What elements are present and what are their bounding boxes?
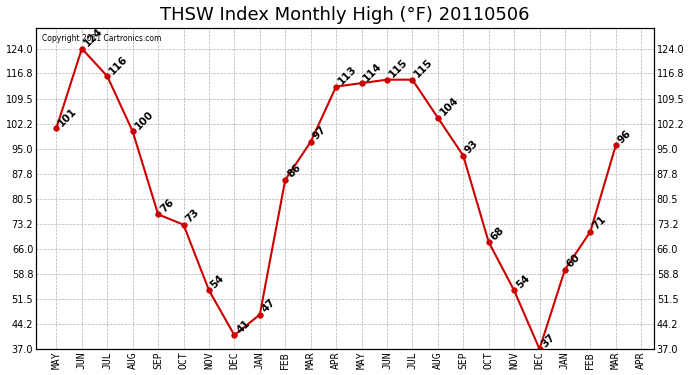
Text: 41: 41 [235, 318, 252, 335]
Text: 54: 54 [209, 273, 226, 290]
Text: 115: 115 [413, 57, 435, 80]
Text: 97: 97 [310, 124, 328, 142]
Text: 114: 114 [362, 61, 384, 83]
Text: Copyright 2011 Cartronics.com: Copyright 2011 Cartronics.com [42, 34, 161, 43]
Text: 60: 60 [565, 252, 582, 270]
Text: 68: 68 [489, 225, 506, 242]
Text: 115: 115 [387, 57, 409, 80]
Text: 96: 96 [615, 128, 633, 145]
Text: 54: 54 [514, 273, 531, 290]
Text: 47: 47 [260, 297, 277, 315]
Text: 113: 113 [336, 64, 359, 87]
Text: 37: 37 [540, 332, 557, 349]
Text: 73: 73 [184, 207, 201, 225]
Text: 76: 76 [158, 197, 175, 214]
Text: 116: 116 [107, 54, 130, 76]
Text: 93: 93 [463, 138, 480, 156]
Text: 104: 104 [437, 95, 460, 118]
Text: 100: 100 [132, 109, 155, 132]
Title: THSW Index Monthly High (°F) 20110506: THSW Index Monthly High (°F) 20110506 [160, 6, 530, 24]
Text: 124: 124 [82, 26, 104, 49]
Text: 86: 86 [285, 162, 303, 180]
Text: 71: 71 [591, 214, 608, 232]
Text: 101: 101 [57, 106, 79, 128]
